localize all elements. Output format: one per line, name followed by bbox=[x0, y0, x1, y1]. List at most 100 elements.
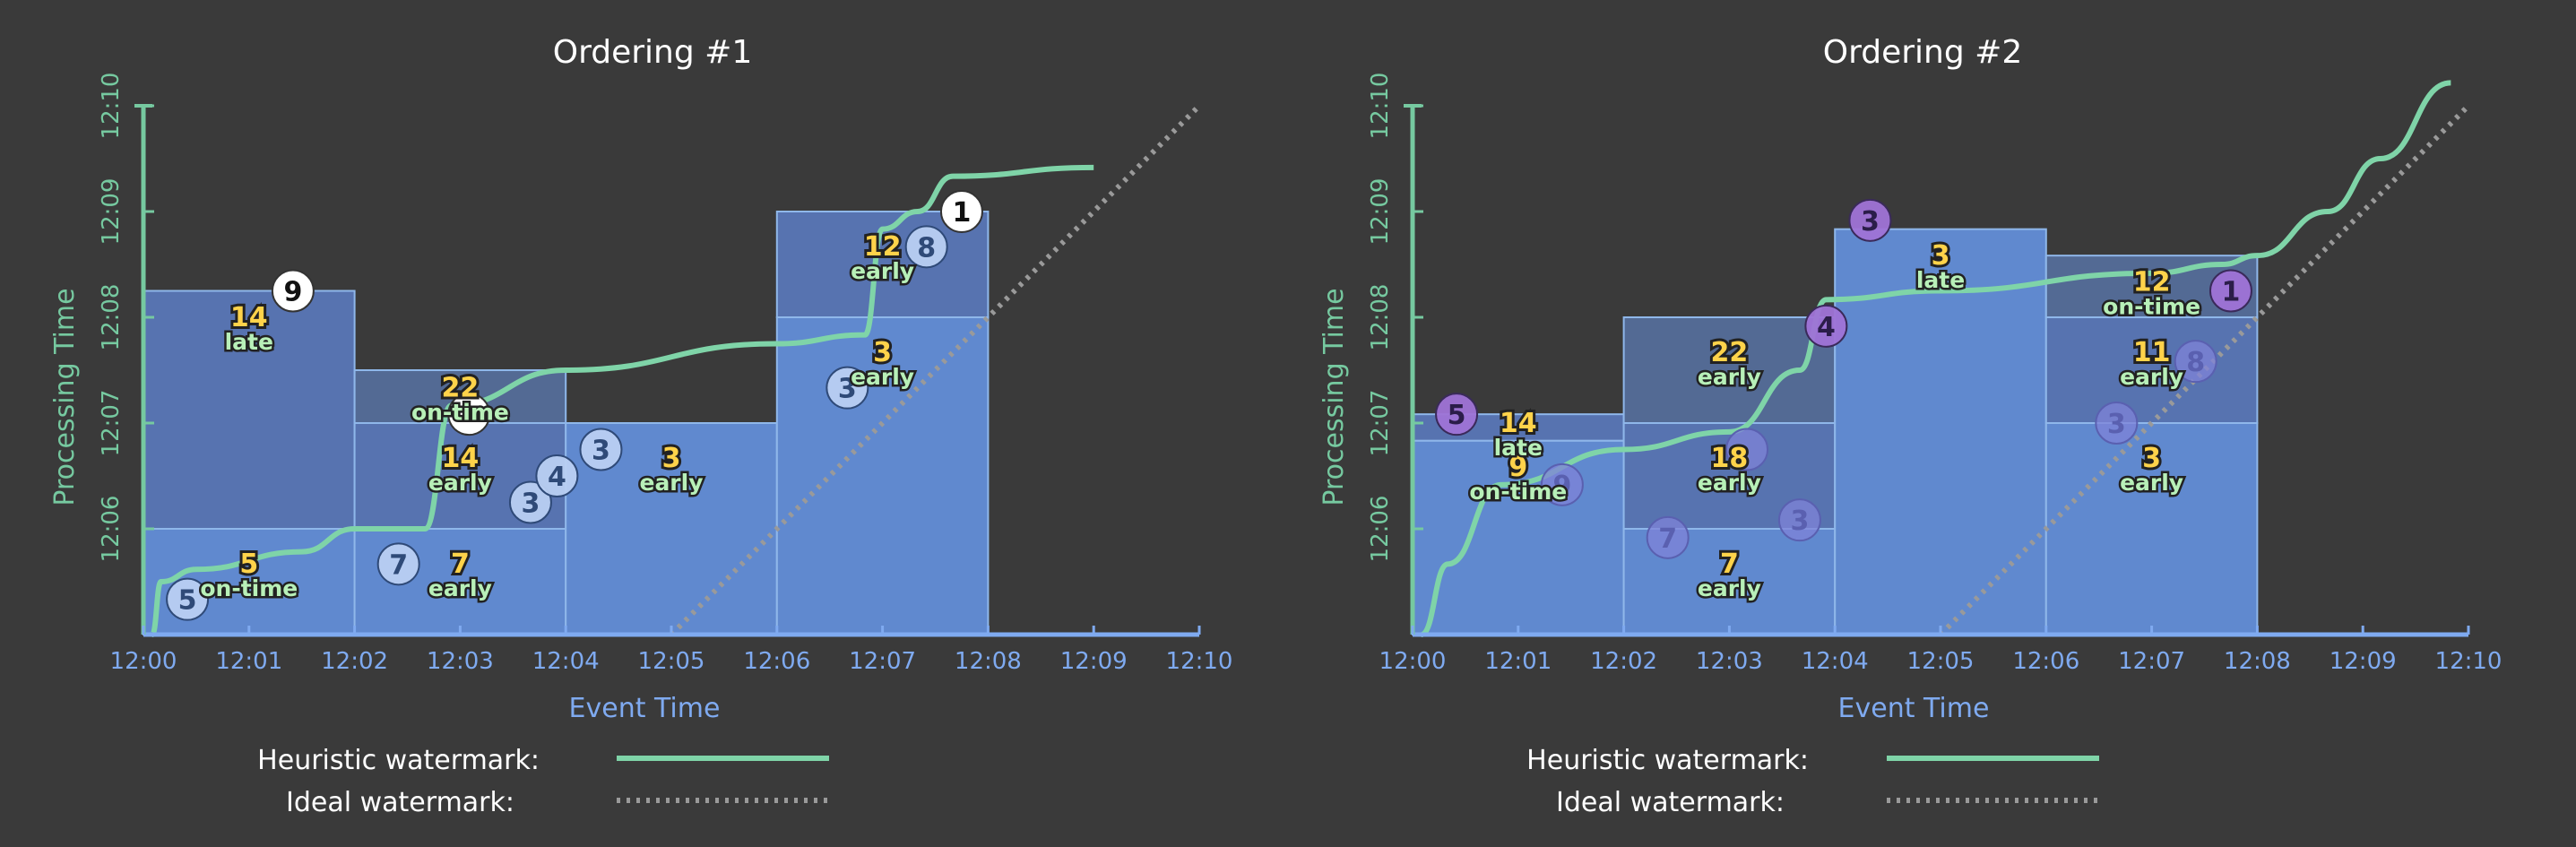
result-value: 3 bbox=[873, 337, 892, 368]
x-tick-label: 12:10 bbox=[2435, 648, 2503, 675]
data-point-label: 4 bbox=[548, 462, 566, 493]
result-kind: early bbox=[1698, 470, 1761, 496]
data-point bbox=[2174, 340, 2217, 384]
legend-ordering-1: Heuristic watermark: Ideal watermark: bbox=[257, 745, 829, 818]
x-tick-label: 12:08 bbox=[955, 648, 1022, 675]
data-point-label: 8 bbox=[917, 232, 936, 264]
result-kind: early bbox=[428, 470, 492, 496]
result-kind: late bbox=[1916, 267, 1965, 293]
window-pane bbox=[775, 211, 990, 635]
ideal-watermark-line bbox=[1938, 103, 2471, 637]
x-tick-label: 12:01 bbox=[1484, 648, 1552, 675]
x-tick-label: 12:01 bbox=[215, 648, 282, 675]
result-value: 5 bbox=[239, 549, 258, 580]
result-kind: early bbox=[639, 470, 703, 496]
data-point-label: 1 bbox=[2222, 277, 2241, 308]
result-value: 22 bbox=[442, 373, 480, 404]
x-tick-label: 12:00 bbox=[1379, 648, 1447, 675]
x-tick-label: 12:04 bbox=[1802, 648, 1869, 675]
legend-heuristic-label: Heuristic watermark: bbox=[257, 745, 540, 776]
legend-ideal-label: Ideal watermark: bbox=[1556, 787, 1785, 818]
result-value: 18 bbox=[1711, 443, 1749, 474]
data-point bbox=[2095, 402, 2139, 445]
result-value: 9 bbox=[1508, 452, 1527, 483]
data-point-label: 3 bbox=[2107, 409, 2126, 440]
data-point-label: 5 bbox=[178, 585, 197, 617]
y-tick-label: 12:09 bbox=[1367, 178, 1394, 246]
x-tick-label: 12:10 bbox=[1166, 648, 1233, 675]
data-point bbox=[1777, 498, 1821, 542]
x-tick-label: 12:05 bbox=[1907, 648, 1975, 675]
x-axis-label: Event Time bbox=[1838, 693, 1990, 724]
result-kind: late bbox=[225, 329, 273, 355]
chart-title: Ordering #2 bbox=[1823, 34, 2023, 71]
data-point bbox=[579, 428, 623, 471]
data-point-label: 7 bbox=[389, 549, 408, 581]
y-tick-label: 12:08 bbox=[98, 284, 125, 351]
x-axis-label: Event Time bbox=[569, 693, 721, 724]
data-point-label: 3 bbox=[1861, 206, 1880, 238]
result-value: 14 bbox=[1500, 408, 1537, 439]
result-value: 11 bbox=[2133, 337, 2171, 368]
x-tick-label: 12:02 bbox=[321, 648, 388, 675]
result-value: 7 bbox=[1720, 549, 1739, 580]
data-point bbox=[1804, 304, 1848, 348]
y-axis-label: Processing Time bbox=[1318, 288, 1350, 506]
y-tick-label: 12:10 bbox=[98, 73, 125, 140]
result-kind: on-time bbox=[200, 575, 298, 601]
data-point-label: 3 bbox=[838, 374, 857, 405]
result-kind: on-time bbox=[2103, 294, 2200, 320]
data-point-label: 7 bbox=[1658, 523, 1677, 555]
data-point-label: 9 bbox=[283, 277, 302, 308]
y-tick-label: 12:07 bbox=[98, 390, 125, 457]
data-point bbox=[535, 454, 579, 497]
x-tick-label: 12:03 bbox=[1696, 648, 1763, 675]
x-tick-label: 12:02 bbox=[1590, 648, 1657, 675]
data-point-label: 1 bbox=[953, 197, 972, 229]
result-kind: early bbox=[851, 364, 914, 390]
x-tick-label: 12:06 bbox=[2012, 648, 2079, 675]
heuristic-watermark-line bbox=[149, 164, 1094, 637]
data-point bbox=[826, 366, 869, 410]
data-point bbox=[2209, 269, 2252, 313]
data-point bbox=[1646, 515, 1690, 559]
data-point bbox=[1848, 198, 1892, 242]
y-tick-label: 12:08 bbox=[1367, 284, 1394, 351]
legend-heuristic-label: Heuristic watermark: bbox=[1526, 745, 1809, 776]
x-tick-label: 12:08 bbox=[2224, 648, 2291, 675]
x-tick-label: 12:07 bbox=[849, 648, 916, 675]
window-pane bbox=[2044, 255, 2259, 635]
result-value: 7 bbox=[451, 549, 470, 580]
data-point bbox=[1540, 462, 1584, 506]
x-tick-label: 12:06 bbox=[743, 648, 810, 675]
data-point-label: 4 bbox=[1817, 312, 1836, 343]
y-axis-label: Processing Time bbox=[49, 288, 81, 506]
chart-title: Ordering #1 bbox=[553, 34, 753, 71]
result-kind: early bbox=[2120, 364, 2183, 390]
pane-layer bbox=[2044, 316, 2259, 424]
result-kind: on-time bbox=[1469, 479, 1567, 505]
chart-ordering-2: Ordering #25973433819on-time14late7early… bbox=[1318, 34, 2502, 724]
data-point bbox=[1725, 428, 1769, 471]
data-point bbox=[1435, 393, 1479, 436]
x-tick-label: 12:04 bbox=[532, 648, 600, 675]
ideal-watermark-line bbox=[669, 103, 1202, 637]
result-value: 12 bbox=[2133, 267, 2171, 298]
result-kind: early bbox=[428, 575, 492, 601]
x-tick-label: 12:05 bbox=[638, 648, 705, 675]
data-point bbox=[447, 393, 491, 436]
data-point bbox=[166, 577, 210, 621]
data-point-label: 3 bbox=[521, 488, 540, 520]
result-kind: on-time bbox=[411, 400, 509, 426]
y-tick-label: 12:10 bbox=[1367, 73, 1394, 140]
data-point bbox=[904, 225, 948, 269]
x-tick-label: 12:07 bbox=[2118, 648, 2185, 675]
result-value: 22 bbox=[1711, 337, 1749, 368]
result-kind: early bbox=[1698, 575, 1761, 601]
data-point-label: 9 bbox=[1552, 471, 1571, 502]
x-tick-label: 12:09 bbox=[1060, 648, 1128, 675]
y-tick-label: 12:06 bbox=[1367, 496, 1394, 563]
y-tick-label: 12:06 bbox=[98, 496, 125, 563]
y-tick-label: 12:07 bbox=[1367, 390, 1394, 457]
x-tick-label: 12:03 bbox=[427, 648, 494, 675]
